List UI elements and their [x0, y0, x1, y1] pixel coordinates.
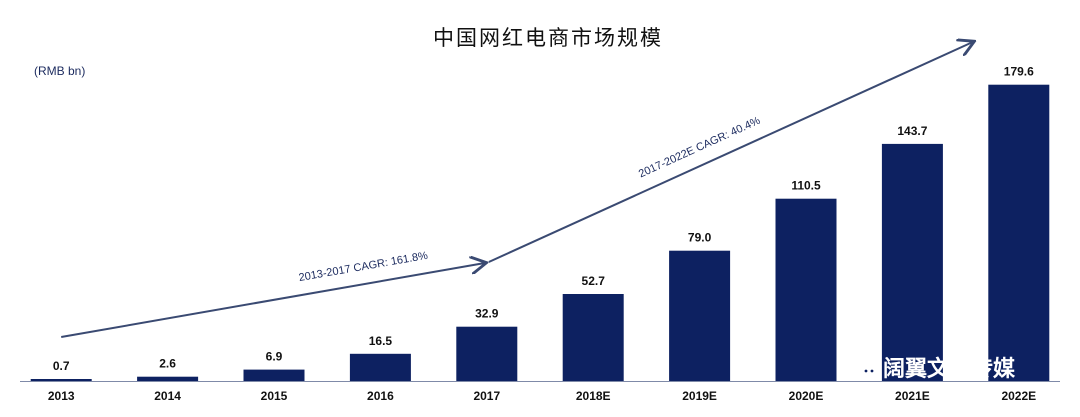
value-label-2021E: 143.7 [897, 124, 927, 138]
value-label-2020E: 110.5 [791, 179, 821, 193]
x-tick-label-2013: 2013 [48, 389, 75, 403]
bar-group [30, 84, 1050, 381]
value-label-2016: 16.5 [369, 334, 393, 348]
bar-2015 [243, 369, 305, 381]
cagr-arrow-1 [61, 263, 485, 338]
bar-2020E [775, 198, 837, 381]
x-tick-label-2019E: 2019E [682, 389, 717, 403]
y-axis-unit-label: (RMB bn) [34, 64, 85, 78]
value-label-2019E: 79.0 [688, 231, 712, 245]
cagr-label-2: 2017-2022E CAGR: 40.4% [637, 115, 762, 181]
bar-2021E [881, 143, 943, 381]
watermark: 阔翼文化传媒 [843, 352, 1016, 382]
bar-2016 [349, 353, 411, 381]
value-label-2015: 6.9 [266, 350, 283, 364]
bar-2013 [30, 379, 92, 381]
x-tick-label-2016: 2016 [367, 389, 394, 403]
bar-2018E [562, 294, 624, 381]
x-tick-label-2014: 2014 [154, 389, 181, 403]
chart-title: 中国网红电商市场规模 [433, 26, 663, 50]
x-tick-label-group: 2013 2014 2015 2016 2017 2018E 2019E 2020E 2021E… [48, 389, 1036, 403]
bar-2022E [988, 84, 1050, 381]
value-label-2022E: 179.6 [1004, 65, 1034, 79]
cagr-label-1: 2013-2017 CAGR: 161.8% [298, 250, 429, 284]
watermark-text: 阔翼文化传媒 [883, 356, 1016, 382]
x-tick-label-2017: 2017 [473, 389, 500, 403]
x-tick-label-2021E: 2021E [895, 389, 930, 403]
value-label-group: 0.7 2.6 6.9 16.5 32.9 52.7 79.0 110.5 143.7 179.6 [53, 65, 1034, 373]
bar-2014 [137, 376, 199, 381]
value-label-2014: 2.6 [159, 357, 176, 371]
x-tick-label-2020E: 2020E [789, 389, 824, 403]
wechat-icon [843, 352, 880, 381]
x-tick-label-2022E: 2022E [1001, 389, 1036, 403]
bar-2017 [456, 326, 518, 381]
value-label-2017: 32.9 [475, 307, 499, 321]
x-tick-label-2018E: 2018E [576, 389, 611, 403]
value-label-2018E: 52.7 [582, 274, 606, 288]
bar-2019E [669, 250, 731, 381]
cagr-arrow-2 [488, 42, 973, 263]
value-label-2013: 0.7 [53, 359, 70, 373]
x-tick-label-2015: 2015 [261, 389, 288, 403]
